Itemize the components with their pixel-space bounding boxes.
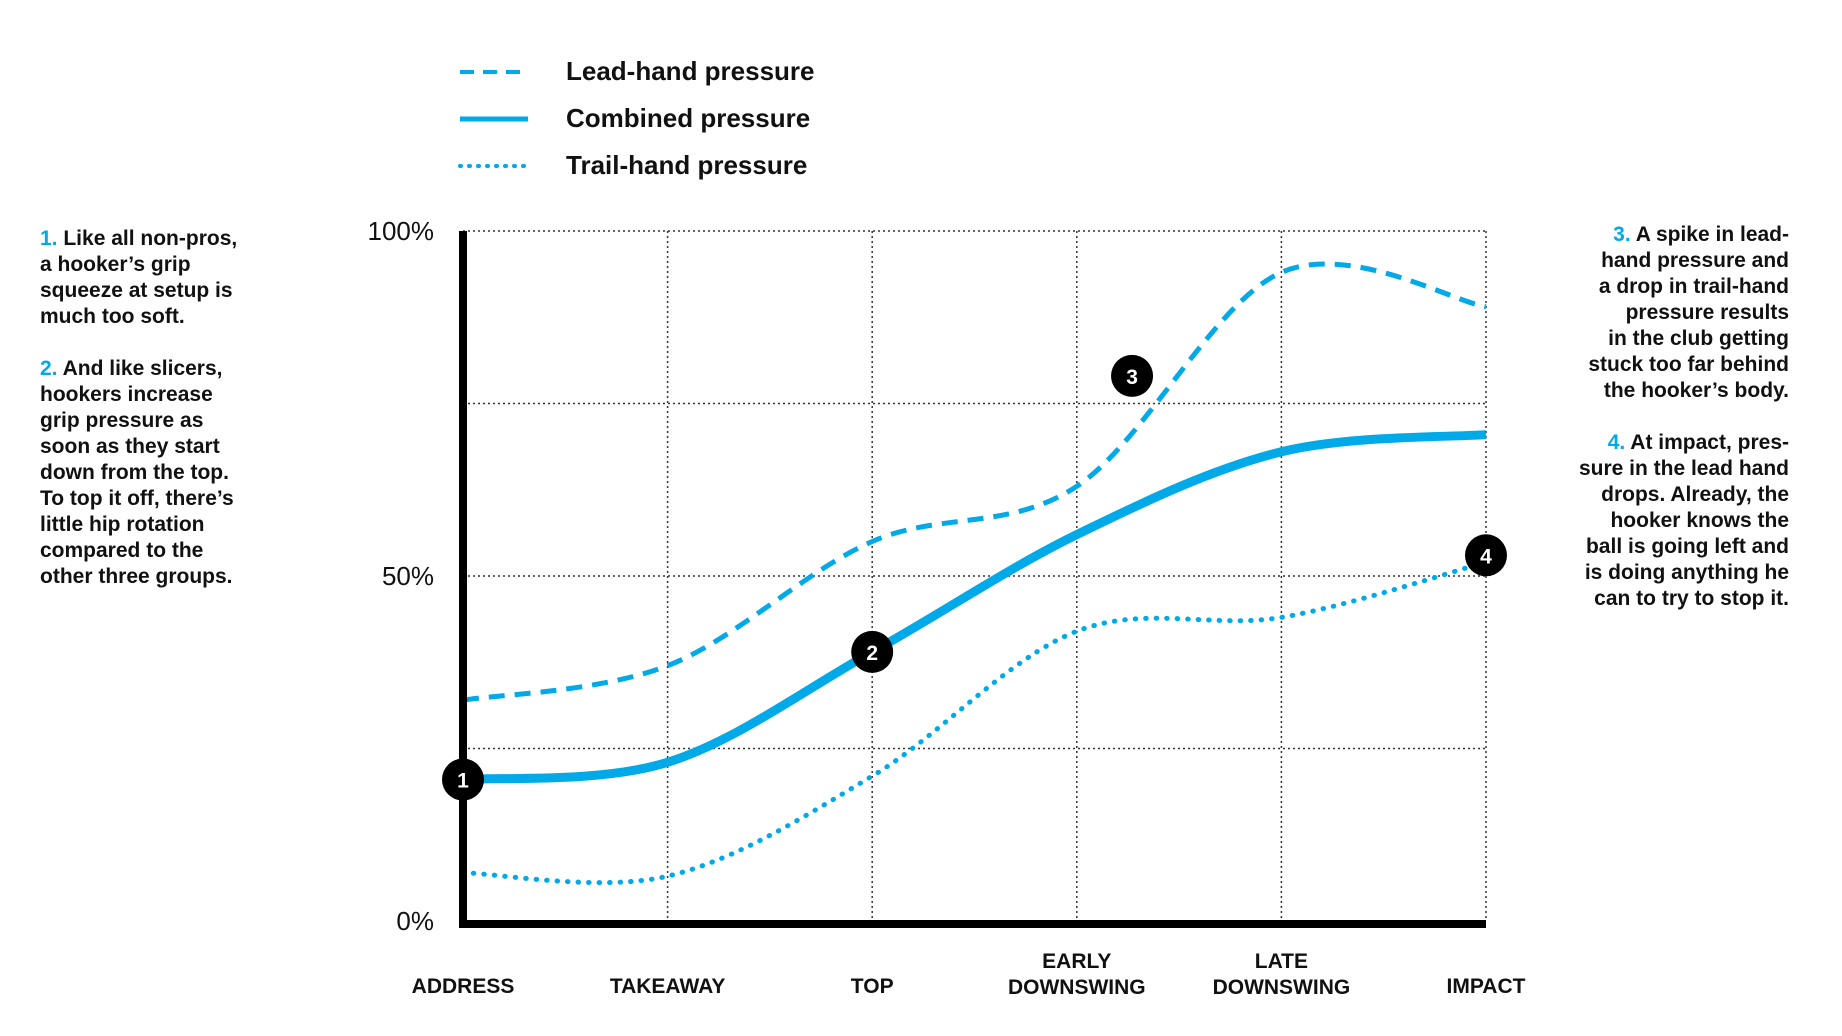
legend-item: Lead-hand pressure (458, 48, 815, 95)
x-category-label: EARLY DOWNSWING (1008, 950, 1146, 999)
legend-swatch-dashed (460, 69, 528, 74)
x-category-label: TOP (851, 975, 894, 998)
notes-left: 1. Like all non-pros, a hooker’s grip sque… (40, 226, 237, 590)
callout-marker-label: 4 (1480, 545, 1492, 568)
annotation: 3. A spike in lead-hand pressure and a dr… (1588, 223, 1789, 402)
legend-label: Trail-hand pressure (566, 150, 808, 180)
x-category-label: LATE DOWNSWING (1213, 950, 1351, 999)
callout-marker-label: 2 (866, 642, 878, 665)
annotation: 4. At impact, pres-sure in the lead hand… (1578, 431, 1789, 610)
x-category-label: IMPACT (1447, 975, 1526, 998)
annotation: 2. And like slicers, hookers increase grip… (40, 357, 234, 588)
y-tick-label: 100% (368, 216, 435, 246)
legend-item: Trail-hand pressure (458, 142, 815, 189)
legend: Lead-hand pressure Combined pressure Trail… (458, 48, 815, 189)
callout-marker (442, 758, 484, 801)
annotation: 1. Like all non-pros, a hooker’s grip sque… (40, 227, 238, 328)
annotation-number: 4. (1607, 431, 1631, 454)
series-line-solid (462, 430, 1487, 785)
legend-swatch-dotted (458, 163, 530, 168)
annotation-number: 2. (40, 357, 63, 380)
x-category-label: ADDRESS (412, 975, 515, 998)
annotation-number: 1. (40, 227, 64, 250)
y-tick-label: 50% (382, 561, 434, 591)
legend-label: Combined pressure (566, 103, 811, 133)
callout-marker (1111, 354, 1154, 397)
legend-swatch-solid (460, 116, 528, 121)
legend-item: Combined pressure (458, 95, 815, 142)
series-line-dotted (460, 559, 1489, 886)
callout-marker (851, 630, 894, 673)
callout-marker (1465, 534, 1507, 577)
callout-marker-label: 3 (1126, 366, 1138, 389)
x-category-label: TAKEAWAY (610, 975, 726, 998)
y-tick-label: 0% (396, 906, 434, 936)
series-line-dashed (462, 261, 1487, 703)
callout-marker-label: 1 (457, 770, 469, 793)
legend-label: Lead-hand pressure (566, 56, 815, 86)
notes-right: 3. A spike in lead-hand pressure and a dr… (1579, 222, 1789, 612)
annotation-number: 3. (1613, 223, 1636, 246)
